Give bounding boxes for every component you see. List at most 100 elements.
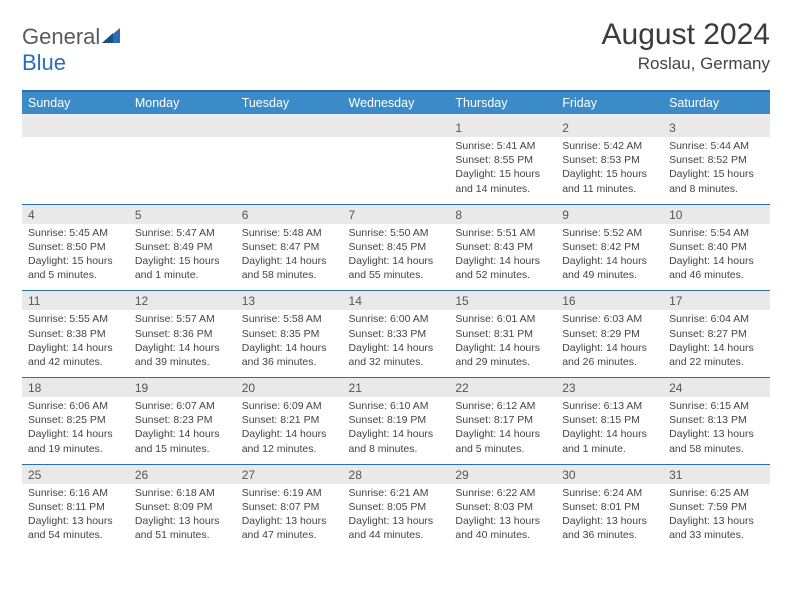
day-number-cell [129, 118, 236, 137]
sunset-text: Sunset: 7:59 PM [669, 500, 764, 514]
daylight-text-2: and 8 minutes. [349, 442, 444, 456]
day-number-cell: 1 [449, 118, 556, 137]
sunrise-text: Sunrise: 5:57 AM [135, 312, 230, 326]
day-detail-cell: Sunrise: 5:57 AMSunset: 8:36 PMDaylight:… [129, 310, 236, 377]
sunset-text: Sunset: 8:01 PM [562, 500, 657, 514]
day-number-cell: 4 [22, 204, 129, 224]
sunset-text: Sunset: 8:25 PM [28, 413, 123, 427]
day-number-cell: 12 [129, 291, 236, 311]
day-detail-cell: Sunrise: 6:10 AMSunset: 8:19 PMDaylight:… [343, 397, 450, 464]
day-detail-cell: Sunrise: 6:18 AMSunset: 8:09 PMDaylight:… [129, 484, 236, 551]
week-number-row: 18192021222324 [22, 378, 770, 398]
title-block: August 2024 Roslau, Germany [602, 18, 770, 74]
daylight-text-2: and 40 minutes. [455, 528, 550, 542]
day-detail-cell: Sunrise: 6:07 AMSunset: 8:23 PMDaylight:… [129, 397, 236, 464]
weekday-heading: Friday [556, 91, 663, 114]
daylight-text-2: and 44 minutes. [349, 528, 444, 542]
sunset-text: Sunset: 8:36 PM [135, 327, 230, 341]
day-detail-cell: Sunrise: 6:00 AMSunset: 8:33 PMDaylight:… [343, 310, 450, 377]
day-detail-cell: Sunrise: 5:54 AMSunset: 8:40 PMDaylight:… [663, 224, 770, 291]
sunset-text: Sunset: 8:03 PM [455, 500, 550, 514]
sunset-text: Sunset: 8:17 PM [455, 413, 550, 427]
sunrise-text: Sunrise: 6:24 AM [562, 486, 657, 500]
sunrise-text: Sunrise: 5:45 AM [28, 226, 123, 240]
daylight-text-2: and 19 minutes. [28, 442, 123, 456]
sunrise-text: Sunrise: 5:48 AM [242, 226, 337, 240]
day-number-cell: 27 [236, 464, 343, 484]
daylight-text-1: Daylight: 15 hours [562, 167, 657, 181]
day-number-cell: 7 [343, 204, 450, 224]
day-number-cell: 23 [556, 378, 663, 398]
weekday-heading: Sunday [22, 91, 129, 114]
day-detail-cell: Sunrise: 6:01 AMSunset: 8:31 PMDaylight:… [449, 310, 556, 377]
daylight-text-2: and 22 minutes. [669, 355, 764, 369]
day-detail-cell: Sunrise: 6:16 AMSunset: 8:11 PMDaylight:… [22, 484, 129, 551]
daylight-text-1: Daylight: 14 hours [28, 427, 123, 441]
sunset-text: Sunset: 8:53 PM [562, 153, 657, 167]
day-number-cell: 14 [343, 291, 450, 311]
sunrise-text: Sunrise: 5:51 AM [455, 226, 550, 240]
sunrise-text: Sunrise: 6:22 AM [455, 486, 550, 500]
sunrise-text: Sunrise: 6:00 AM [349, 312, 444, 326]
day-detail-cell: Sunrise: 5:44 AMSunset: 8:52 PMDaylight:… [663, 137, 770, 204]
day-detail-cell [343, 137, 450, 204]
daylight-text-2: and 54 minutes. [28, 528, 123, 542]
daylight-text-1: Daylight: 14 hours [242, 254, 337, 268]
day-number-cell [236, 118, 343, 137]
day-number-cell: 29 [449, 464, 556, 484]
day-number-cell: 28 [343, 464, 450, 484]
sunset-text: Sunset: 8:05 PM [349, 500, 444, 514]
daylight-text-2: and 51 minutes. [135, 528, 230, 542]
day-number-cell: 18 [22, 378, 129, 398]
weekday-heading: Monday [129, 91, 236, 114]
day-detail-cell: Sunrise: 6:04 AMSunset: 8:27 PMDaylight:… [663, 310, 770, 377]
sunset-text: Sunset: 8:11 PM [28, 500, 123, 514]
day-detail-cell [22, 137, 129, 204]
daylight-text-2: and 46 minutes. [669, 268, 764, 282]
daylight-text-1: Daylight: 14 hours [135, 341, 230, 355]
weekday-header-row: Sunday Monday Tuesday Wednesday Thursday… [22, 91, 770, 114]
day-detail-cell: Sunrise: 5:52 AMSunset: 8:42 PMDaylight:… [556, 224, 663, 291]
daylight-text-2: and 55 minutes. [349, 268, 444, 282]
daylight-text-2: and 14 minutes. [455, 182, 550, 196]
daylight-text-2: and 49 minutes. [562, 268, 657, 282]
sunset-text: Sunset: 8:49 PM [135, 240, 230, 254]
daylight-text-1: Daylight: 13 hours [669, 427, 764, 441]
weekday-heading: Tuesday [236, 91, 343, 114]
sunset-text: Sunset: 8:21 PM [242, 413, 337, 427]
week-detail-row: Sunrise: 5:45 AMSunset: 8:50 PMDaylight:… [22, 224, 770, 291]
sunrise-text: Sunrise: 6:09 AM [242, 399, 337, 413]
daylight-text-2: and 33 minutes. [669, 528, 764, 542]
daylight-text-1: Daylight: 14 hours [562, 341, 657, 355]
day-detail-cell: Sunrise: 6:22 AMSunset: 8:03 PMDaylight:… [449, 484, 556, 551]
daylight-text-1: Daylight: 13 hours [455, 514, 550, 528]
daylight-text-2: and 26 minutes. [562, 355, 657, 369]
day-detail-cell: Sunrise: 6:06 AMSunset: 8:25 PMDaylight:… [22, 397, 129, 464]
daylight-text-2: and 32 minutes. [349, 355, 444, 369]
sunset-text: Sunset: 8:13 PM [669, 413, 764, 427]
day-detail-cell: Sunrise: 5:42 AMSunset: 8:53 PMDaylight:… [556, 137, 663, 204]
sunrise-text: Sunrise: 6:12 AM [455, 399, 550, 413]
sunset-text: Sunset: 8:47 PM [242, 240, 337, 254]
day-number-cell: 20 [236, 378, 343, 398]
sunrise-text: Sunrise: 6:06 AM [28, 399, 123, 413]
daylight-text-2: and 5 minutes. [28, 268, 123, 282]
day-detail-cell: Sunrise: 5:48 AMSunset: 8:47 PMDaylight:… [236, 224, 343, 291]
daylight-text-1: Daylight: 14 hours [455, 427, 550, 441]
daylight-text-1: Daylight: 14 hours [669, 254, 764, 268]
day-detail-cell: Sunrise: 5:58 AMSunset: 8:35 PMDaylight:… [236, 310, 343, 377]
daylight-text-2: and 52 minutes. [455, 268, 550, 282]
weekday-heading: Saturday [663, 91, 770, 114]
brand-logo: General Blue [22, 18, 122, 76]
location-label: Roslau, Germany [602, 54, 770, 74]
sunset-text: Sunset: 8:55 PM [455, 153, 550, 167]
sunset-text: Sunset: 8:45 PM [349, 240, 444, 254]
day-number-cell: 17 [663, 291, 770, 311]
day-number-cell: 5 [129, 204, 236, 224]
daylight-text-1: Daylight: 14 hours [455, 341, 550, 355]
daylight-text-1: Daylight: 14 hours [135, 427, 230, 441]
weekday-heading: Thursday [449, 91, 556, 114]
daylight-text-1: Daylight: 14 hours [455, 254, 550, 268]
day-detail-cell: Sunrise: 6:13 AMSunset: 8:15 PMDaylight:… [556, 397, 663, 464]
day-number-cell: 11 [22, 291, 129, 311]
